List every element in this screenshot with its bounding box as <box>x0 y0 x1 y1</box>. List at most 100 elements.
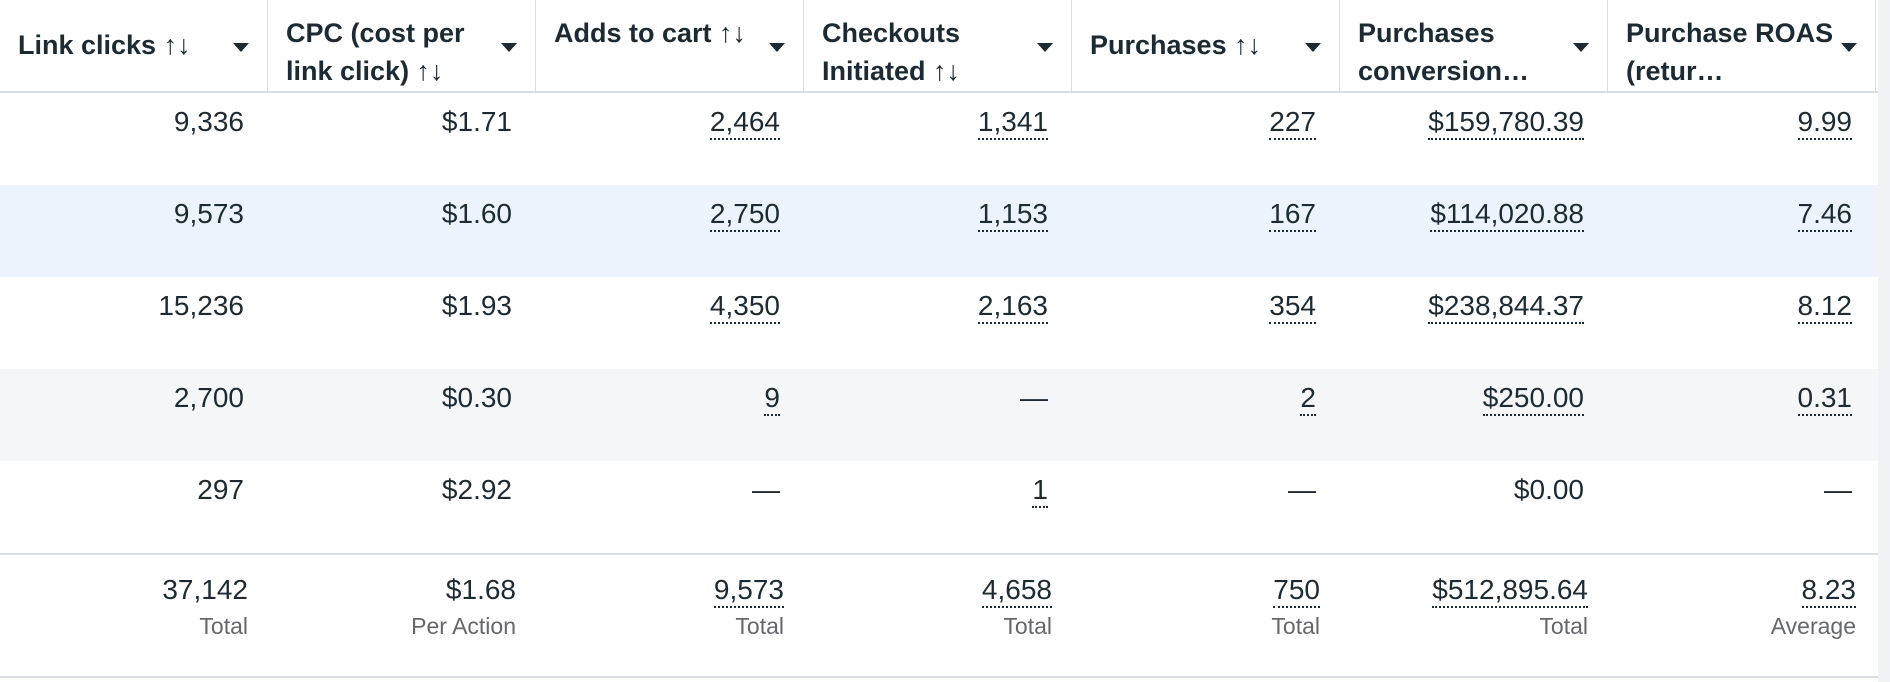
column-header-purchases[interactable]: Purchases ↑↓ <box>1072 0 1340 91</box>
column-header-adds-to-cart[interactable]: Adds to cart ↑↓ <box>536 0 804 91</box>
table-cell: 2,163 <box>804 277 1072 369</box>
cell-value: — <box>752 474 780 505</box>
chevron-down-icon[interactable] <box>501 43 517 52</box>
table-cell: — <box>1608 461 1876 553</box>
cell-value[interactable]: 9 <box>764 382 780 416</box>
cell-value[interactable]: 9.99 <box>1797 106 1852 140</box>
cell-value[interactable]: 2,163 <box>977 290 1048 324</box>
table-cell: $2.92 <box>268 461 536 553</box>
cell-value: $1.60 <box>441 198 512 229</box>
total-label: Average <box>1770 613 1856 639</box>
table-row[interactable]: 9,336 $1.71 2,464 1,341 227 $159,780.39 9.99 <box>0 93 1878 185</box>
cell-value[interactable]: 1 <box>1032 474 1048 508</box>
cell-value: — <box>1288 474 1316 505</box>
table-cell: $1.60 <box>268 185 536 277</box>
chevron-down-icon[interactable] <box>1573 43 1589 52</box>
cell-value[interactable]: 2,464 <box>709 106 780 140</box>
total-cell: 750 Total <box>1072 555 1340 679</box>
table-cell: 167 <box>1072 185 1340 277</box>
total-label: Total <box>1271 613 1320 639</box>
column-header-label: Purchases ↑↓ <box>1090 30 1262 60</box>
cell-value[interactable]: 0.31 <box>1797 382 1852 416</box>
table-cell: $0.30 <box>268 369 536 461</box>
total-value[interactable]: 9,573 <box>713 574 784 608</box>
total-label: Total <box>735 613 784 639</box>
table-cell: $114,020.88 <box>1340 185 1608 277</box>
table-header: Link clicks ↑↓ CPC (cost per link click)… <box>0 0 1878 93</box>
column-header-purchase-roas[interactable]: Purchase ROAS (retur… <box>1608 0 1876 91</box>
cell-value: $2.92 <box>441 474 512 505</box>
cell-value[interactable]: 354 <box>1269 290 1316 324</box>
total-value[interactable]: 4,658 <box>981 574 1052 608</box>
table-cell: — <box>1072 461 1340 553</box>
table-cell: $1.71 <box>268 93 536 185</box>
table-cell: 2,750 <box>536 185 804 277</box>
chevron-down-icon[interactable] <box>233 43 249 52</box>
cell-value: $1.93 <box>441 290 512 321</box>
table-cell: 9,573 <box>0 185 268 277</box>
column-header-label: Link clicks ↑↓ <box>18 30 191 60</box>
table-cell: — <box>536 461 804 553</box>
chevron-down-icon[interactable] <box>1037 43 1053 52</box>
table-cell: 2 <box>1072 369 1340 461</box>
chevron-down-icon[interactable] <box>769 43 785 52</box>
total-cell: $512,895.64 Total <box>1340 555 1608 679</box>
chevron-down-icon[interactable] <box>1841 43 1857 52</box>
cell-value[interactable]: $238,844.37 <box>1428 290 1584 324</box>
table-row[interactable]: 15,236 $1.93 4,350 2,163 354 $238,844.37 8.12 <box>0 277 1878 369</box>
cell-value[interactable]: 1,341 <box>977 106 1048 140</box>
table-cell: 1,341 <box>804 93 1072 185</box>
cell-value[interactable]: 8.12 <box>1797 290 1852 324</box>
cell-value: — <box>1020 382 1048 413</box>
table-cell: 1 <box>804 461 1072 553</box>
column-header-purchases-conversion-value[interactable]: Purchases conversion… <box>1340 0 1608 91</box>
cell-value[interactable]: 2,750 <box>709 198 780 232</box>
table-cell: 227 <box>1072 93 1340 185</box>
total-value[interactable]: 750 <box>1273 574 1320 608</box>
cell-value: — <box>1824 474 1852 505</box>
cell-value: $1.71 <box>441 106 512 137</box>
total-cell: 4,658 Total <box>804 555 1072 679</box>
total-cell: 37,142 Total <box>0 555 268 679</box>
column-header-checkouts-initiated[interactable]: Checkouts Initiated ↑↓ <box>804 0 1072 91</box>
table-row[interactable]: 297 $2.92 — 1 — $0.00 — <box>0 461 1878 553</box>
column-header-link-clicks[interactable]: Link clicks ↑↓ <box>0 0 268 91</box>
divider <box>0 676 1878 678</box>
table-cell: $1.93 <box>268 277 536 369</box>
column-header-label: CPC (cost per link click) ↑↓ <box>286 18 465 86</box>
totals-row: 37,142 Total $1.68 Per Action 9,573 Total 4,65… <box>0 553 1878 679</box>
cell-value[interactable]: 167 <box>1269 198 1316 232</box>
table-cell: 15,236 <box>0 277 268 369</box>
column-header-label: Purchase ROAS (retur… <box>1626 18 1834 86</box>
cell-value: $0.30 <box>441 382 512 413</box>
cell-value[interactable]: 4,350 <box>709 290 780 324</box>
total-label: Per Action <box>411 613 516 639</box>
cell-value[interactable]: $159,780.39 <box>1428 106 1584 140</box>
scrollbar-track[interactable] <box>1878 0 1890 682</box>
total-value[interactable]: 8.23 <box>1801 574 1856 608</box>
cell-value[interactable]: 2 <box>1300 382 1316 416</box>
table-cell: 4,350 <box>536 277 804 369</box>
cell-value: 9,336 <box>173 106 244 137</box>
table-row[interactable]: 9,573 $1.60 2,750 1,153 167 $114,020.88 7.46 <box>0 185 1878 277</box>
cell-value[interactable]: $250.00 <box>1482 382 1584 416</box>
cell-value[interactable]: 1,153 <box>977 198 1048 232</box>
total-value[interactable]: $512,895.64 <box>1432 574 1588 608</box>
cell-value[interactable]: 227 <box>1269 106 1316 140</box>
cell-value[interactable]: $114,020.88 <box>1430 198 1584 232</box>
total-cell: $1.68 Per Action <box>268 555 536 679</box>
total-cell: 9,573 Total <box>536 555 804 679</box>
table-cell: 1,153 <box>804 185 1072 277</box>
total-value: 37,142 <box>162 574 248 605</box>
cell-value[interactable]: 7.46 <box>1797 198 1852 232</box>
table-row[interactable]: 2,700 $0.30 9 — 2 $250.00 0.31 <box>0 369 1878 461</box>
table-cell: 9,336 <box>0 93 268 185</box>
cell-value: 15,236 <box>158 290 244 321</box>
column-header-cpc[interactable]: CPC (cost per link click) ↑↓ <box>268 0 536 91</box>
table-body: 9,336 $1.71 2,464 1,341 227 $159,780.39 9.99 9,… <box>0 93 1878 553</box>
chevron-down-icon[interactable] <box>1305 43 1321 52</box>
table-cell: $159,780.39 <box>1340 93 1608 185</box>
table-cell: 7.46 <box>1608 185 1876 277</box>
cell-value: 297 <box>197 474 244 505</box>
column-header-label: Adds to cart ↑↓ <box>554 18 747 48</box>
